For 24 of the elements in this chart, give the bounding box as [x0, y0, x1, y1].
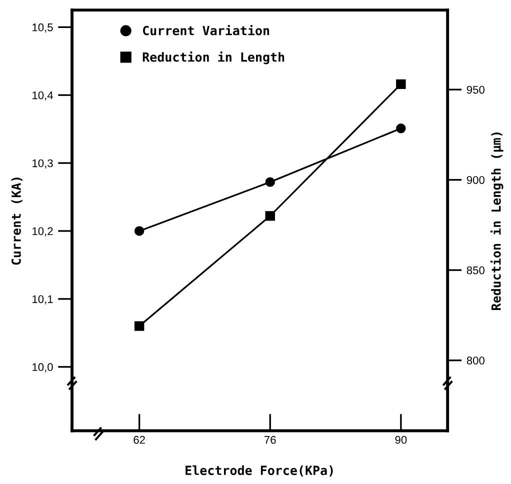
y2-tick-label: 850: [466, 266, 484, 274]
y2-tick-label: 950: [466, 86, 484, 94]
point: [396, 79, 406, 90]
point: [265, 211, 275, 221]
y-axis-title: Current (KA): [11, 178, 22, 265]
y-tick-label: 10,5: [32, 23, 53, 33]
point: [134, 321, 144, 331]
y-tick-label: 10,1: [32, 295, 53, 304]
y2-axis-title: Reduction in Length (μm): [490, 132, 504, 310]
point: [265, 177, 275, 187]
x-axis-title: Electrode Force(KPa): [186, 465, 333, 477]
point: [396, 124, 406, 134]
y-tick-label: 10,3: [32, 159, 53, 168]
x-tick-label: 90: [395, 436, 407, 444]
y2-tick-label: 900: [466, 176, 484, 184]
x-tick-label: 76: [264, 436, 276, 444]
point: [134, 226, 144, 236]
y-tick-label: 10,2: [32, 227, 53, 236]
x-tick-label: 62: [134, 436, 145, 444]
y-tick-label: 10,0: [32, 363, 53, 372]
legend-label: Current Variation: [143, 24, 270, 36]
y2-tick-label: 800: [466, 356, 484, 364]
y-tick-label: 10,4: [32, 91, 53, 101]
legend-label: Reduction in Length: [142, 51, 284, 64]
